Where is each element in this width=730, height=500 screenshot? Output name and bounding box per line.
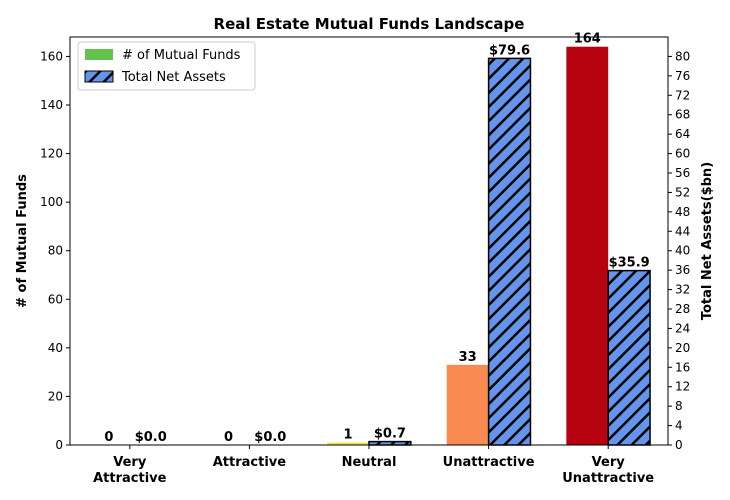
- x-tick-label: Unattractive: [443, 455, 535, 470]
- data-label-assets: $0.0: [254, 430, 286, 445]
- y-right-tick-label: 48: [675, 205, 690, 219]
- y-tick-label: 0: [55, 438, 63, 452]
- data-label-funds: 1: [344, 428, 353, 443]
- data-label-funds: 0: [224, 430, 233, 445]
- bar-funds: [446, 364, 489, 445]
- y-right-axis-title: Total Net Assets($bn): [700, 162, 715, 320]
- y-right-tick-label: 32: [675, 283, 690, 297]
- bar-funds: [327, 442, 369, 445]
- y-right-tick-label: 24: [675, 321, 690, 335]
- y-tick-label: 120: [40, 147, 63, 161]
- x-tick-label: Attractive: [213, 455, 287, 470]
- legend-swatch-funds: [85, 49, 113, 60]
- bar-assets: [607, 269, 651, 446]
- y-tick-label: 40: [48, 341, 63, 355]
- y-right-tick-label: 40: [675, 244, 690, 258]
- y-right-tick-label: 0: [675, 438, 683, 452]
- legend-label-funds: # of Mutual Funds: [122, 48, 241, 63]
- y-tick-label: 60: [48, 292, 63, 306]
- legend-box: [77, 41, 256, 91]
- y-tick-label: 160: [40, 49, 63, 63]
- y-tick-label: 140: [40, 98, 63, 112]
- data-label-assets: $0.7: [374, 427, 406, 442]
- x-tick-label: Very: [592, 455, 626, 470]
- y-right-tick-label: 4: [675, 419, 683, 433]
- data-label-funds: 0: [104, 430, 113, 445]
- legend-label-assets: Total Net Assets: [121, 70, 226, 85]
- y-tick-label: 80: [48, 244, 63, 258]
- data-label-funds: 33: [459, 350, 477, 365]
- plot-frame: [69, 36, 669, 446]
- x-tick-label: Very: [113, 455, 147, 470]
- y-right-tick-label: 64: [675, 127, 690, 141]
- bar-funds: [566, 46, 609, 445]
- y-right-tick-label: 28: [675, 302, 690, 316]
- x-tick-label: Attractive: [93, 471, 167, 486]
- y-right-tick-label: 56: [675, 166, 690, 180]
- legend-swatch-assets: [84, 70, 114, 83]
- data-label-funds: 164: [574, 32, 601, 47]
- bar-assets: [487, 57, 532, 446]
- y-right-tick-label: 20: [675, 341, 690, 355]
- y-right-tick-label: 44: [675, 224, 690, 238]
- y-right-tick-label: 12: [675, 380, 690, 394]
- data-label-assets: $35.9: [609, 256, 650, 271]
- y-right-tick-label: 16: [675, 360, 690, 374]
- y-right-tick-label: 52: [675, 185, 690, 199]
- data-label-assets: $0.0: [135, 430, 167, 445]
- y-right-tick-label: 80: [675, 49, 690, 63]
- y-right-tick-label: 60: [675, 147, 690, 161]
- y-right-tick-label: 72: [675, 88, 690, 102]
- y-right-tick-label: 36: [675, 263, 690, 277]
- y-tick-label: 100: [40, 195, 63, 209]
- y-axis-title: # of Mutual Funds: [15, 174, 30, 308]
- chart-title: Real Estate Mutual Funds Landscape: [214, 15, 525, 33]
- y-right-tick-label: 68: [675, 108, 690, 122]
- y-right-tick-label: 76: [675, 69, 690, 83]
- x-tick-label: Unattractive: [562, 471, 654, 486]
- y-right-tick-label: 8: [675, 399, 683, 413]
- x-tick-label: Neutral: [342, 455, 397, 470]
- y-tick-label: 20: [48, 389, 63, 403]
- data-label-assets: $79.6: [489, 43, 530, 58]
- bar-assets: [368, 440, 412, 446]
